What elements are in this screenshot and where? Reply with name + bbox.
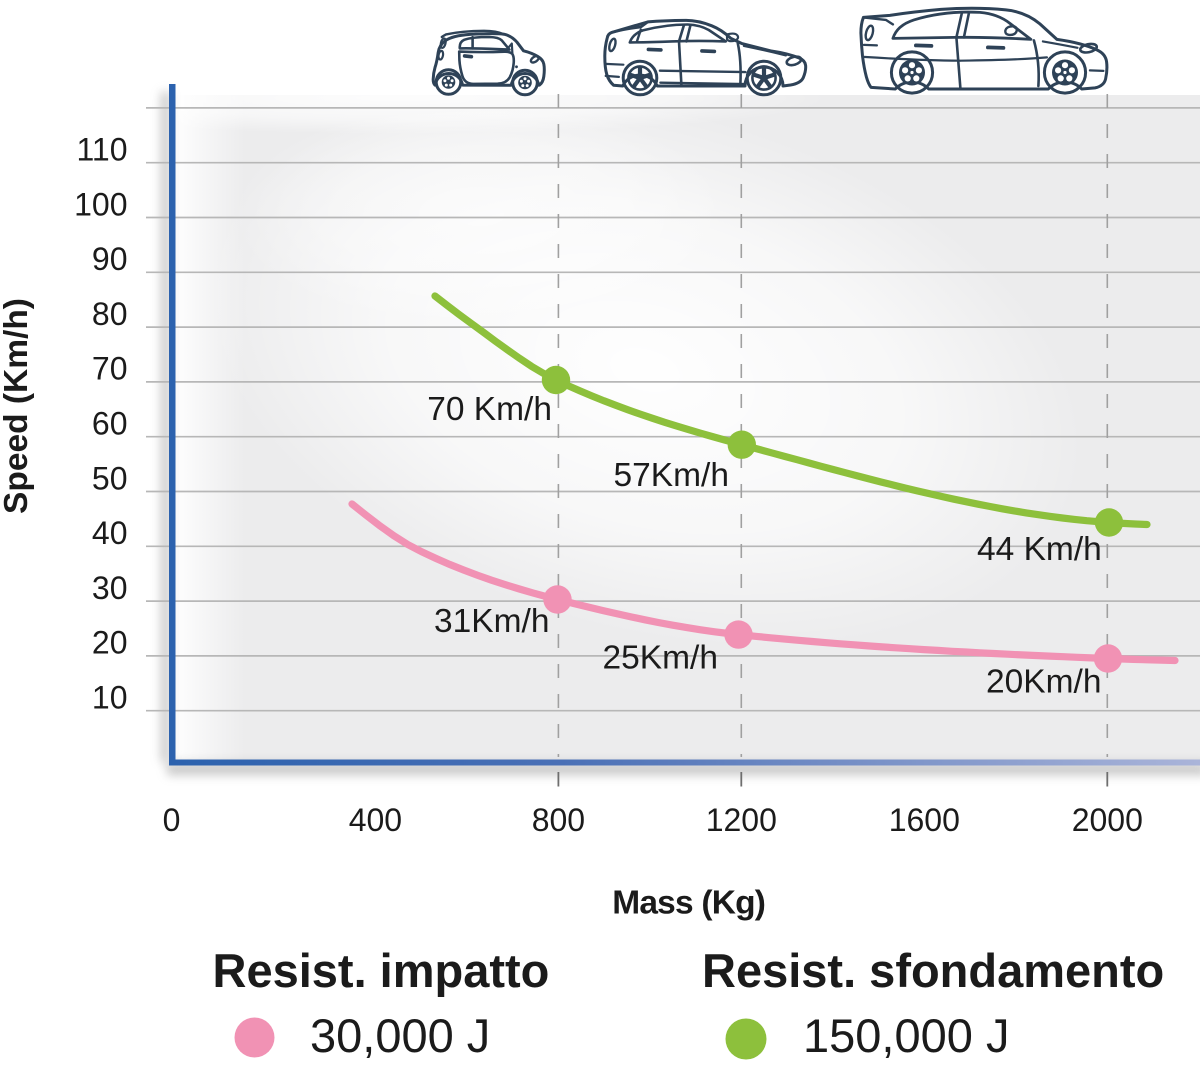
- svg-text:44 Km/h: 44 Km/h: [977, 531, 1102, 568]
- svg-text:Resist. sfondamento: Resist. sfondamento: [702, 944, 1164, 997]
- svg-text:150,000 J: 150,000 J: [803, 1009, 1009, 1062]
- svg-text:30,000 J: 30,000 J: [310, 1009, 490, 1062]
- svg-text:Resist. impatto: Resist. impatto: [213, 944, 550, 997]
- svg-text:100: 100: [74, 186, 127, 222]
- svg-text:70 Km/h: 70 Km/h: [427, 391, 552, 428]
- svg-text:20: 20: [92, 625, 128, 661]
- svg-text:Speed (Km/h): Speed (Km/h): [0, 298, 35, 514]
- svg-text:60: 60: [92, 406, 128, 442]
- svg-text:110: 110: [76, 132, 127, 168]
- svg-text:50: 50: [92, 460, 128, 496]
- svg-text:400: 400: [349, 802, 402, 838]
- svg-text:57Km/h: 57Km/h: [614, 457, 729, 494]
- svg-text:80: 80: [92, 296, 128, 332]
- svg-text:30: 30: [92, 570, 128, 606]
- svg-text:25Km/h: 25Km/h: [603, 640, 718, 677]
- svg-text:10: 10: [92, 680, 128, 716]
- svg-text:0: 0: [163, 802, 181, 838]
- svg-text:31Km/h: 31Km/h: [434, 603, 549, 640]
- svg-text:20Km/h: 20Km/h: [986, 664, 1101, 701]
- svg-text:800: 800: [532, 802, 585, 838]
- svg-text:90: 90: [92, 241, 128, 277]
- svg-text:1600: 1600: [889, 802, 960, 838]
- svg-text:40: 40: [92, 515, 128, 551]
- svg-text:70: 70: [92, 351, 128, 387]
- svg-text:Mass (Kg): Mass (Kg): [612, 885, 765, 922]
- svg-text:2000: 2000: [1072, 802, 1143, 838]
- svg-text:1200: 1200: [706, 802, 777, 838]
